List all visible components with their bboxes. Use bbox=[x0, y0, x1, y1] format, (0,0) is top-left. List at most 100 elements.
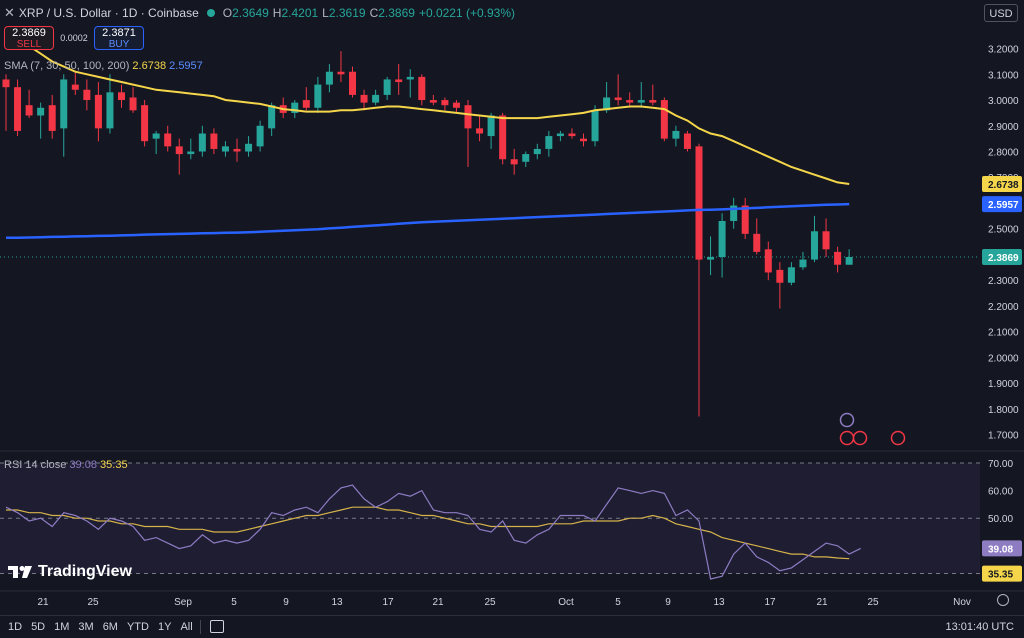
candle-body bbox=[325, 71, 333, 85]
candle bbox=[452, 100, 460, 113]
ohlc-close: C2.3869 bbox=[369, 6, 415, 20]
candle bbox=[626, 92, 634, 108]
candle-body bbox=[452, 102, 460, 108]
range-6m[interactable]: 6M bbox=[102, 621, 118, 633]
candle bbox=[233, 138, 241, 162]
candle bbox=[568, 128, 576, 139]
close-icon[interactable]: ✕ bbox=[4, 5, 15, 20]
candle bbox=[672, 125, 680, 147]
candle bbox=[349, 66, 356, 98]
range-5d[interactable]: 5D bbox=[31, 621, 46, 633]
candle-body bbox=[776, 269, 784, 283]
candle-body bbox=[441, 100, 449, 106]
candle bbox=[94, 82, 102, 142]
candle bbox=[487, 112, 495, 149]
flag-event-icon bbox=[890, 430, 906, 446]
candle bbox=[83, 79, 91, 111]
time-tick-label: 25 bbox=[87, 597, 99, 608]
candle-body bbox=[707, 257, 715, 260]
sma-slow-tag: 2.5957 bbox=[982, 196, 1022, 213]
candle-body bbox=[14, 87, 22, 131]
candle-body bbox=[764, 249, 772, 273]
buy-button[interactable]: 2.3871 BUY bbox=[94, 26, 144, 50]
candle bbox=[522, 151, 530, 167]
rsi-tag-bg bbox=[982, 540, 1022, 557]
range-3m[interactable]: 3M bbox=[78, 621, 94, 633]
candle bbox=[48, 94, 56, 139]
time-tick-label: Oct bbox=[558, 597, 574, 608]
price-tick-label: 1.8000 bbox=[988, 405, 1019, 416]
sma-fast-line bbox=[5, 29, 850, 185]
utc-clock[interactable]: 13:01:40 UTC bbox=[945, 621, 1014, 633]
candle bbox=[383, 76, 391, 101]
price-tick-label: 3.1000 bbox=[988, 70, 1019, 81]
candle bbox=[834, 246, 842, 273]
candle-body bbox=[302, 100, 310, 108]
price-change: +0.0221 (+0.93%) bbox=[418, 6, 516, 20]
range-ytd[interactable]: YTD bbox=[126, 621, 149, 633]
market-open-icon bbox=[206, 9, 215, 17]
price-tick-label: 3.0000 bbox=[988, 96, 1019, 107]
price-tick-label: 1.9000 bbox=[988, 379, 1019, 390]
timeframe-list: 1D 5D 1M 3M 6M YTD 1Y All bbox=[8, 621, 202, 633]
candle bbox=[707, 236, 715, 276]
candle-body bbox=[614, 97, 622, 101]
time-tick-label: 5 bbox=[615, 597, 621, 608]
candle-body bbox=[464, 105, 472, 129]
candle-body bbox=[718, 220, 726, 258]
rsi-tag-text: 39.08 bbox=[988, 544, 1013, 555]
candle-body bbox=[603, 97, 611, 111]
candle bbox=[141, 100, 149, 147]
candle bbox=[302, 87, 310, 111]
time-tick-label: 21 bbox=[432, 597, 444, 608]
candle bbox=[660, 97, 668, 142]
candle bbox=[337, 51, 345, 83]
candle-body bbox=[834, 251, 842, 265]
symbol-title[interactable]: XRP / U.S. Dollar · 1D · Coinbase bbox=[18, 6, 199, 20]
auto-scale-icon[interactable] bbox=[997, 594, 1009, 606]
candle-body bbox=[649, 100, 657, 103]
sma-legend-label: SMA (7, 30, 50, 100, 200) bbox=[4, 60, 130, 72]
candle-body bbox=[2, 79, 10, 88]
sell-button[interactable]: 2.3869 SELL bbox=[4, 26, 54, 50]
candle-body bbox=[291, 102, 299, 113]
candle-body bbox=[164, 133, 172, 147]
currency-selector[interactable]: USD bbox=[984, 4, 1018, 22]
range-1y[interactable]: 1Y bbox=[157, 621, 172, 633]
candle bbox=[603, 82, 611, 113]
candle-body bbox=[118, 92, 125, 101]
sma-legend[interactable]: SMA (7, 30, 50, 100, 200) 2.6738 2.5957 bbox=[4, 60, 203, 72]
time-tick-label: Nov bbox=[953, 597, 971, 608]
flag-event-icon bbox=[852, 430, 868, 446]
candle bbox=[395, 64, 403, 95]
candle bbox=[464, 100, 472, 167]
candle bbox=[268, 102, 276, 137]
candle bbox=[683, 130, 691, 152]
last-price-tag: 2.3869 bbox=[982, 249, 1022, 266]
calendar-icon[interactable] bbox=[210, 620, 224, 633]
range-1d[interactable]: 1D bbox=[8, 621, 23, 633]
sma-fast-tag-bg bbox=[982, 175, 1022, 192]
buy-label: BUY bbox=[108, 39, 130, 50]
candle-body bbox=[626, 100, 634, 103]
candle-body bbox=[395, 79, 403, 83]
time-tick-label: 9 bbox=[283, 597, 289, 608]
candle-body bbox=[741, 205, 749, 234]
range-all[interactable]: All bbox=[180, 621, 193, 633]
time-tick-label: 21 bbox=[816, 597, 828, 608]
time-tick-label: 5 bbox=[231, 597, 237, 608]
candle bbox=[741, 197, 749, 239]
candle bbox=[556, 130, 564, 142]
candle-body bbox=[175, 146, 183, 155]
sma-value-fast: 2.6738 bbox=[132, 60, 167, 72]
price-tick-label: 2.8000 bbox=[988, 148, 1019, 159]
price-tick-label: 2.0000 bbox=[988, 353, 1019, 364]
rsi-legend[interactable]: RSI 14 close 39.08 35.35 bbox=[4, 459, 128, 471]
sma-slow-tag-bg bbox=[982, 196, 1022, 213]
candle bbox=[71, 71, 79, 95]
range-1m[interactable]: 1M bbox=[54, 621, 70, 633]
candle-body bbox=[418, 76, 426, 101]
candle-body bbox=[545, 136, 553, 149]
